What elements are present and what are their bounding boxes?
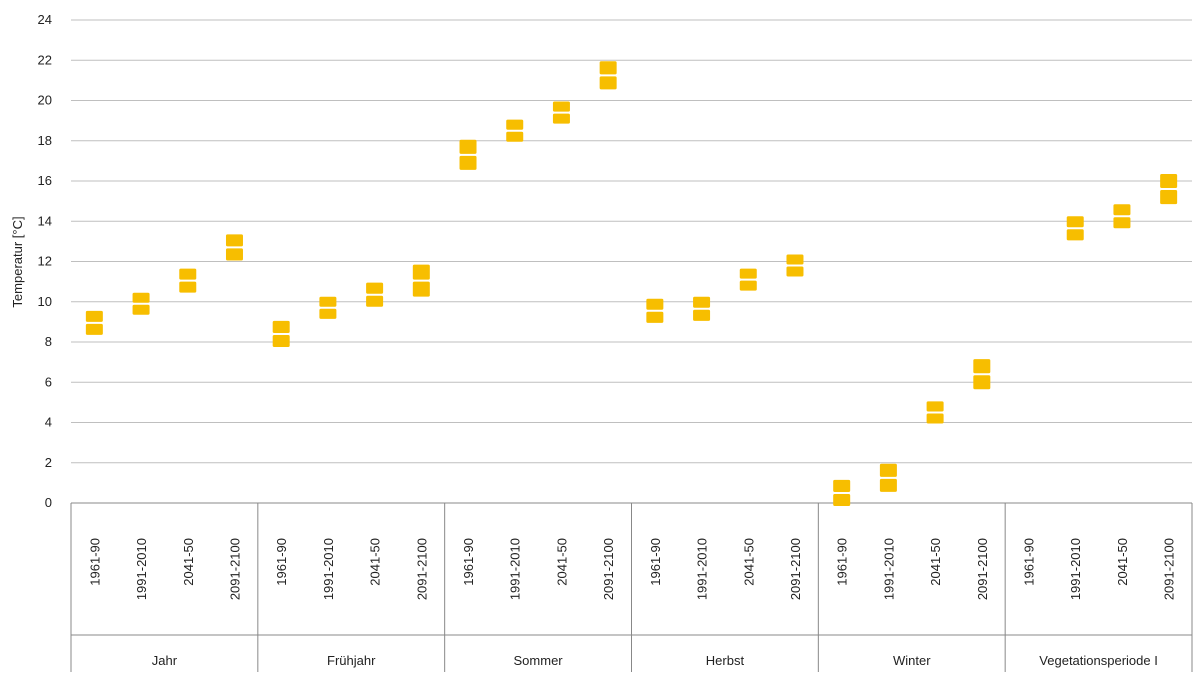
marker-lower [319,308,337,319]
marker-upper [833,479,851,492]
period-label: 1991-2010 [321,538,336,600]
period-label: 1991-2010 [1068,538,1083,600]
marker-upper [1066,216,1084,228]
marker-upper [973,359,991,374]
marker-lower [786,266,804,277]
period-label: 2041-50 [368,538,383,586]
period-label: 2091-2100 [975,538,990,600]
group-label: Jahr [152,653,178,668]
marker-upper [739,268,757,279]
y-tick-label: 18 [38,133,52,148]
marker-lower [926,413,944,424]
y-tick-label: 2 [45,455,52,470]
period-label: 1991-2010 [508,538,523,600]
y-tick-label: 10 [38,294,52,309]
period-label: 2041-50 [554,538,569,586]
period-label: 1991-2010 [881,538,896,600]
marker-upper [179,268,197,280]
marker-upper [926,401,944,412]
y-axis-label: Temperatur [°C] [10,216,25,307]
y-tick-label: 6 [45,374,52,389]
marker-lower [272,334,290,347]
marker-upper [272,320,290,333]
marker-upper [459,139,477,154]
marker-lower [132,304,150,315]
period-label: 1961-90 [461,538,476,586]
period-label: 2041-50 [1115,538,1130,586]
period-label: 2091-2100 [414,538,429,600]
period-label: 1961-90 [274,538,289,586]
marker-lower [1160,190,1178,205]
period-label: 1961-90 [1022,538,1037,586]
marker-upper [693,296,711,308]
marker-upper [879,463,897,477]
y-tick-label: 8 [45,334,52,349]
marker-upper [85,310,103,322]
group-label: Herbst [706,653,745,668]
marker-lower [646,311,664,323]
period-label: 1961-90 [87,538,102,586]
period-label: 2041-50 [928,538,943,586]
marker-upper [646,298,664,310]
group-label: Winter [893,653,931,668]
marker-lower [693,309,711,321]
marker-lower [366,295,384,307]
group-label: Frühjahr [327,653,376,668]
marker-upper [366,282,384,294]
marker-upper [552,101,570,112]
data-marks [85,61,1178,506]
period-label: 1991-2010 [134,538,149,600]
period-label: 2041-50 [181,538,196,586]
y-tick-label: 22 [38,52,52,67]
y-tick-label: 0 [45,495,52,510]
period-label: 2091-2100 [788,538,803,600]
period-label: 1961-90 [835,538,850,586]
marker-upper [1113,204,1131,216]
y-tick-label: 4 [45,415,52,430]
group-label: Vegetationsperiode I [1039,653,1158,668]
marker-lower [833,493,851,506]
grid-lines [71,19,1192,504]
period-label: 2091-2100 [1162,538,1177,600]
marker-upper [319,296,337,307]
period-label: 1991-2010 [695,538,710,600]
group-label: Sommer [514,653,564,668]
marker-lower [739,280,757,291]
period-label: 2041-50 [741,538,756,586]
marker-lower [85,323,103,335]
marker-lower [879,478,897,492]
marker-lower [459,155,477,170]
marker-lower [552,113,570,124]
marker-lower [1066,229,1084,241]
y-tick-label: 14 [38,213,52,228]
marker-upper [412,264,430,280]
y-tick-label: 20 [38,93,52,108]
period-label: 2091-2100 [227,538,242,600]
marker-lower [179,281,197,293]
y-tick-label: 24 [38,12,52,27]
marker-lower [506,131,524,142]
y-tick-label: 16 [38,173,52,188]
marker-lower [599,76,617,90]
x-axis: Jahr 1961-90 1991-2010 2041-50 2091-2100 Früh… [70,503,1193,672]
marker-upper [786,254,804,265]
marker-lower [412,281,430,297]
marker-upper [132,292,150,303]
marker-lower [973,375,991,390]
marker-lower [1113,217,1131,229]
y-tick-label: 12 [38,254,52,269]
marker-lower [225,248,243,261]
period-label: 1961-90 [648,538,663,586]
marker-upper [599,61,617,75]
marker-upper [1160,174,1178,189]
marker-upper [225,234,243,247]
marker-upper [506,119,524,130]
period-label: 2091-2100 [601,538,616,600]
